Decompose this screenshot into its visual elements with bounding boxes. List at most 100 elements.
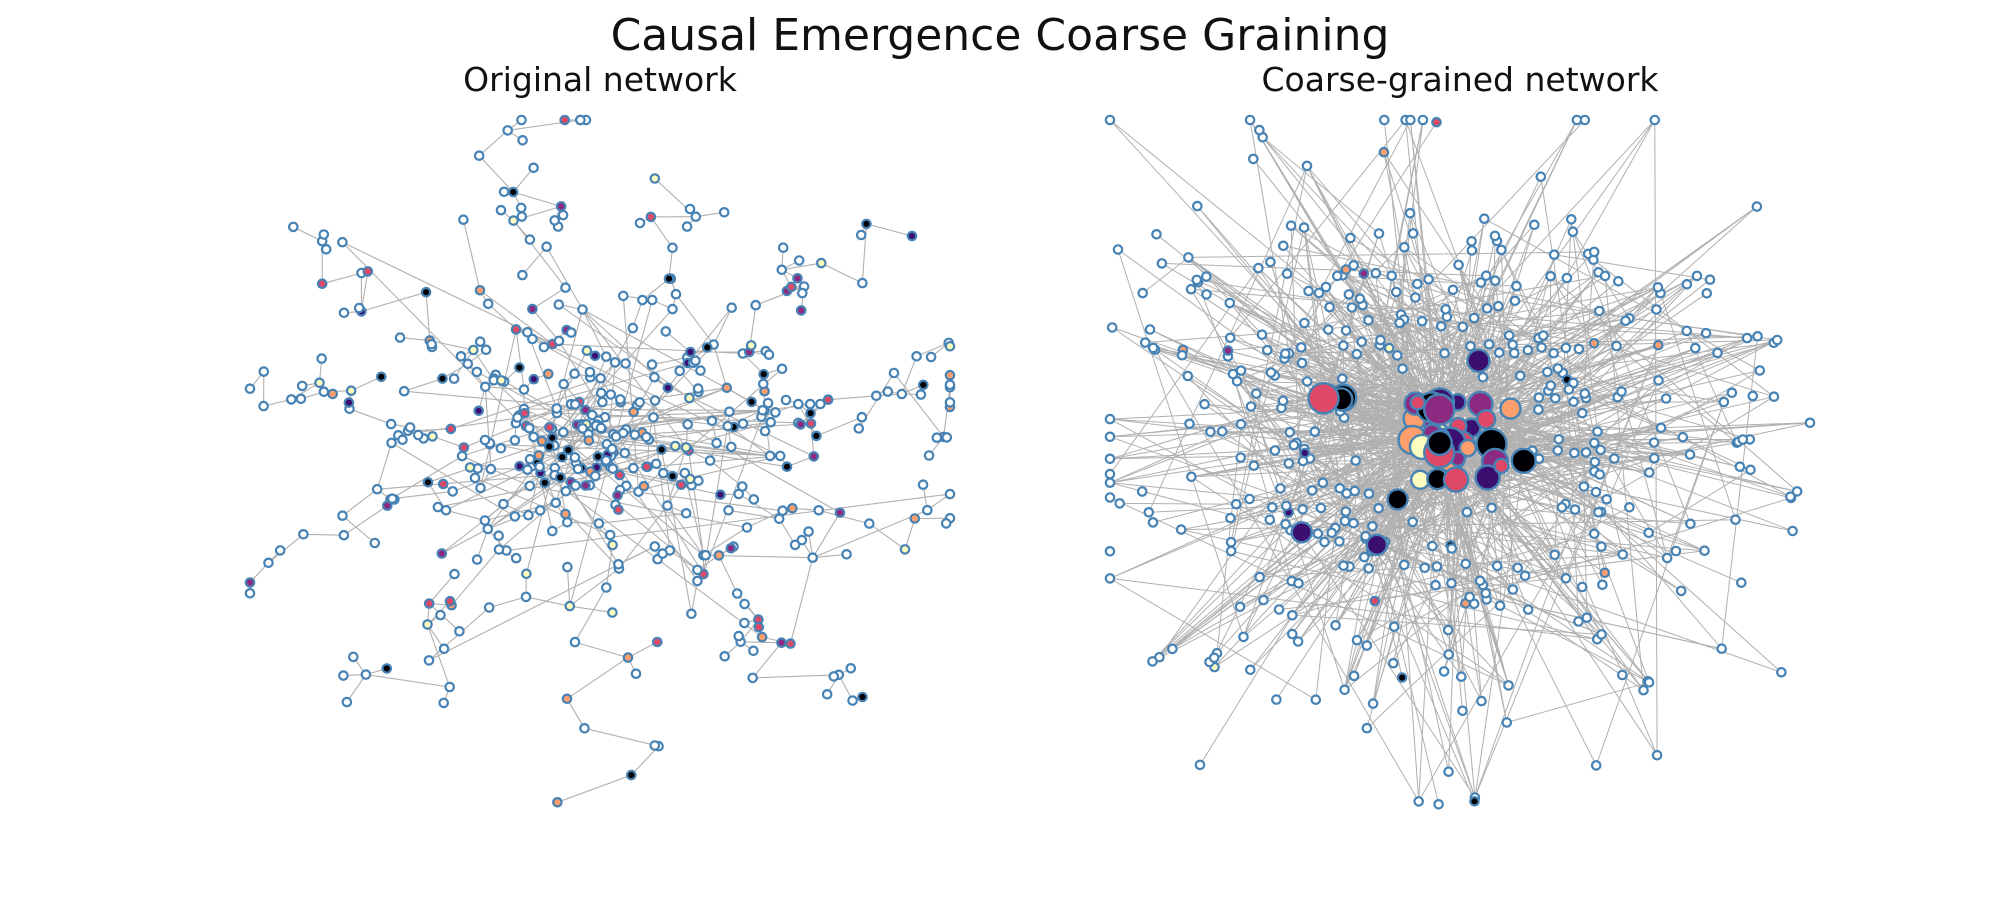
network-node (1440, 304, 1451, 315)
network-edge (1344, 580, 1481, 691)
network-edge (943, 387, 951, 437)
network-node (1251, 388, 1262, 399)
network-node (607, 463, 619, 474)
network-node (870, 390, 882, 402)
network-node (1535, 171, 1547, 182)
network-node (1573, 616, 1584, 627)
network-node (607, 539, 618, 551)
network-edge (904, 518, 916, 550)
network-edge (1142, 257, 1189, 294)
network-node (495, 442, 507, 454)
network-node (620, 358, 631, 369)
network-node (1151, 229, 1162, 240)
network-node (1568, 447, 1580, 459)
macro-node (1493, 457, 1510, 474)
network-edge (513, 191, 562, 207)
network-node (1407, 516, 1418, 528)
network-node (1787, 525, 1798, 537)
network-node (1363, 563, 1374, 574)
network-node (338, 529, 350, 541)
network-node (1191, 274, 1203, 286)
network-edge (489, 596, 527, 609)
network-node (1588, 528, 1600, 540)
network-node (422, 619, 433, 630)
network-node (569, 636, 581, 648)
network-node (438, 697, 449, 709)
network-edge (574, 641, 629, 659)
network-node (338, 670, 349, 681)
network-edge (391, 442, 516, 517)
network-node (316, 353, 327, 364)
network-node (715, 489, 726, 500)
network-edge (1152, 347, 1311, 459)
network-node (1224, 332, 1236, 344)
network-node (523, 422, 535, 434)
network-node (522, 464, 533, 475)
network-node (813, 504, 824, 516)
network-node (1486, 502, 1497, 514)
network-node (1689, 342, 1701, 354)
network-node (1700, 327, 1712, 339)
network-node (1594, 469, 1606, 480)
network-node (1104, 453, 1116, 465)
network-node (670, 288, 682, 300)
network-node (1324, 301, 1335, 313)
network-node (1804, 417, 1816, 429)
network-node (1156, 258, 1168, 269)
network-node (258, 366, 270, 377)
network-node (1391, 350, 1403, 361)
network-node (1457, 321, 1469, 333)
network-node (789, 539, 801, 551)
network-node (1588, 437, 1600, 449)
network-node (480, 344, 492, 356)
network-node (376, 371, 387, 383)
network-edge (709, 460, 743, 487)
network-node (541, 241, 552, 252)
network-node (795, 419, 806, 430)
network-node (1348, 670, 1360, 682)
network-edge (652, 417, 671, 551)
network-edge (1604, 275, 1644, 691)
network-edge (513, 220, 566, 289)
network-node (925, 351, 937, 363)
network-node (1588, 246, 1600, 258)
network-node (1114, 498, 1126, 509)
network-node (1578, 481, 1590, 492)
network-node (473, 405, 484, 417)
network-node (763, 349, 775, 360)
network-node (553, 299, 565, 310)
network-node (1378, 146, 1390, 158)
network-node (595, 387, 607, 399)
network-edge (1438, 320, 1626, 410)
network-node (517, 269, 528, 281)
network-node (564, 600, 576, 612)
network-edge (703, 527, 748, 556)
network-node (605, 389, 617, 400)
network-node (1427, 540, 1438, 552)
network-edge (582, 309, 607, 357)
network-node (704, 455, 716, 466)
network-edge (487, 303, 517, 330)
network-node (493, 530, 505, 541)
network-node (562, 444, 574, 456)
network-node (805, 418, 817, 429)
network-edge (365, 674, 450, 688)
network-node (1201, 289, 1212, 300)
network-edge (1227, 356, 1293, 582)
network-edge (738, 493, 780, 520)
network-edge (1149, 329, 1448, 465)
network-node (1581, 612, 1593, 623)
network-node (1522, 604, 1534, 615)
network-node (314, 377, 325, 389)
network-node (1439, 348, 1450, 359)
network-node (1681, 279, 1693, 290)
network-node (1464, 591, 1475, 603)
network-node (741, 522, 753, 533)
network-node (774, 450, 786, 462)
network-node (1354, 293, 1366, 304)
network-edge (1558, 439, 1650, 683)
network-node (861, 218, 872, 230)
network-edge (609, 421, 771, 467)
network-node (1348, 517, 1359, 529)
network-node (1596, 629, 1607, 640)
